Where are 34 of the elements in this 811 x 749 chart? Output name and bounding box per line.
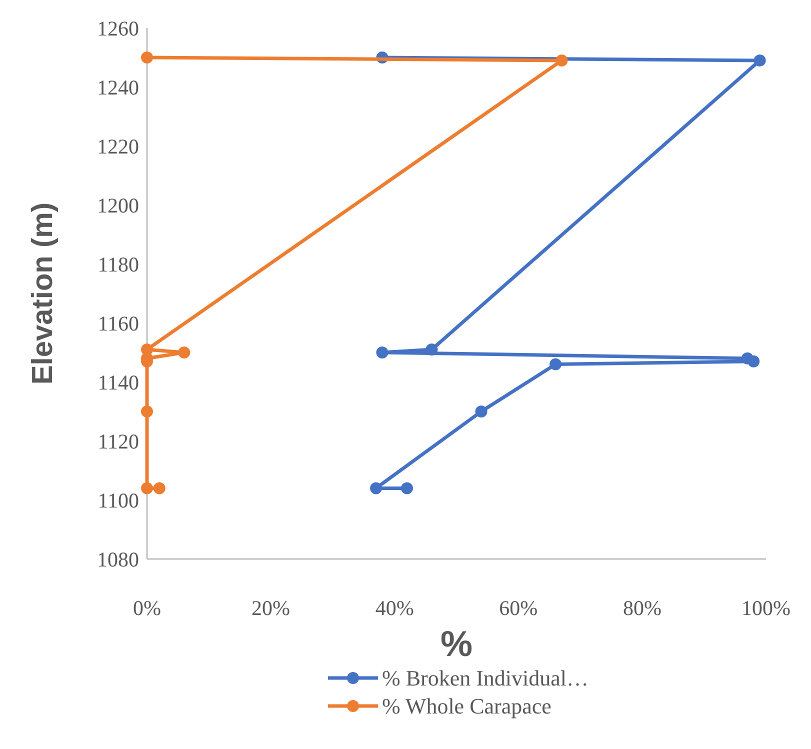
y-tick-label: 1140: [98, 370, 139, 394]
y-tick-label: 1080: [97, 547, 139, 572]
point: [376, 346, 388, 358]
legend-label: % Whole Carapace: [382, 694, 552, 719]
x-tick-label: 60%: [499, 596, 538, 620]
point: [400, 482, 413, 494]
point: [748, 355, 760, 368]
point: [141, 406, 153, 418]
point: [550, 358, 562, 370]
point: [141, 52, 153, 64]
point: [475, 406, 488, 418]
y-tick-label: 1100: [98, 488, 139, 512]
x-tick-label: 0%: [133, 596, 161, 620]
y-tick-label: 1160: [98, 311, 139, 336]
legend-label: % Broken Individual…: [382, 666, 589, 691]
x-axis-title: %: [440, 623, 473, 664]
y-axis-title: Elevation (m): [27, 202, 59, 385]
x-tick-label: 40%: [375, 596, 414, 620]
y-tick-label: 1260: [97, 16, 139, 40]
point: [370, 482, 382, 494]
y-tick-label: 1200: [97, 193, 139, 218]
y-tick-label: 1180: [98, 252, 139, 276]
x-tick-label: 80%: [622, 596, 662, 620]
point: [141, 482, 153, 494]
x-tick-label: 100%: [742, 596, 790, 620]
point: [754, 54, 766, 66]
y-tick-label: 1120: [98, 429, 139, 454]
y-tick-label: 1240: [97, 75, 139, 100]
point: [153, 482, 166, 494]
point: [556, 54, 568, 66]
point: [426, 344, 438, 356]
y-tick-label: 1220: [97, 134, 139, 158]
point: [178, 346, 190, 358]
x-tick-label: 20%: [252, 596, 290, 620]
